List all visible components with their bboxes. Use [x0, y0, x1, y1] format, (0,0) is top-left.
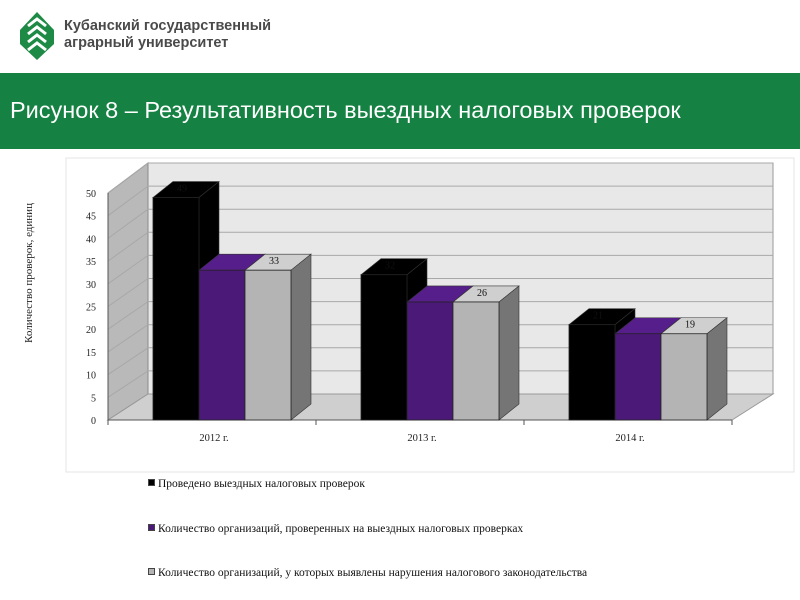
bar-side: [706, 317, 728, 421]
data-label: 49: [177, 184, 187, 195]
y-tick-label: 45: [86, 212, 96, 223]
gridline-side: [107, 185, 149, 217]
y-tick-label: 20: [86, 325, 96, 336]
bar: [244, 269, 292, 421]
bar: [152, 197, 200, 421]
x-tick-label: 2013 г.: [407, 433, 436, 444]
y-tick-label: 35: [86, 257, 96, 268]
university-name-line2: аграрный университет: [64, 35, 229, 51]
data-label: 21: [593, 311, 603, 322]
gridline-side: [107, 324, 149, 353]
y-tick-label: 15: [86, 348, 96, 359]
y-tick-label: 40: [86, 234, 96, 245]
gridline-side: [107, 208, 149, 239]
y-tick-label: 5: [91, 393, 96, 404]
legend-item: Проведено выездных налоговых проверок: [148, 478, 365, 490]
y-tick-label: 10: [86, 371, 96, 382]
bar: [568, 324, 616, 421]
y-tick-label: 25: [86, 303, 96, 314]
y-tick-label: 50: [86, 189, 96, 200]
data-label: 26: [477, 288, 487, 299]
x-tick-label: 2014 г.: [615, 433, 644, 444]
chart-side-wall: [107, 162, 149, 421]
gridline-side: [107, 231, 149, 262]
legend-swatch: [148, 524, 155, 531]
y-tick-label: 0: [91, 416, 96, 427]
legend-label: Проведено выездных налоговых проверок: [158, 478, 365, 490]
bar-side: [290, 253, 312, 421]
legend-swatch: [148, 568, 155, 575]
gridline-side: [107, 254, 149, 285]
y-tick-label: 30: [86, 280, 96, 291]
bar: [452, 301, 500, 421]
bar: [360, 274, 408, 421]
data-label: 33: [269, 256, 279, 267]
bar: [614, 333, 662, 421]
legend-label: Количество организаций, у которых выявле…: [158, 567, 588, 579]
university-name-line1: Кубанский государственный: [64, 18, 272, 34]
header: Кубанский государственный аграрный униве…: [0, 0, 800, 72]
legend-label: Количество организаций, проверенных на в…: [158, 523, 524, 535]
legend-swatch: [148, 479, 155, 486]
data-label: 32: [385, 261, 395, 272]
bar: [198, 269, 246, 421]
x-tick-label: 2012 г.: [199, 433, 228, 444]
gridline-side: [107, 301, 149, 330]
kubsau-logo-icon: [20, 12, 54, 60]
university-name: Кубанский государственный аграрный униве…: [64, 18, 271, 52]
y-axis-label: Количество проверок, единиц: [23, 203, 35, 343]
bar-side: [498, 285, 520, 421]
legend-item: Количество организаций, у которых выявле…: [148, 567, 587, 579]
gridline-side: [107, 347, 149, 376]
bar: [406, 301, 454, 421]
gridline-side: [107, 162, 149, 194]
bar-chart: 0 5 10 15 20 25 30 35 40 45 50 Количество проверок,…: [23, 157, 795, 473]
title-band: Рисунок 8 – Результативность выездных на…: [0, 73, 800, 149]
data-label: 19: [685, 320, 695, 331]
slide-title: Рисунок 8 – Результативность выездных на…: [10, 97, 681, 123]
gridline-side: [107, 278, 149, 307]
legend-item: Количество организаций, проверенных на в…: [148, 523, 523, 535]
gridline-side: [107, 370, 149, 398]
bar: [660, 333, 708, 421]
